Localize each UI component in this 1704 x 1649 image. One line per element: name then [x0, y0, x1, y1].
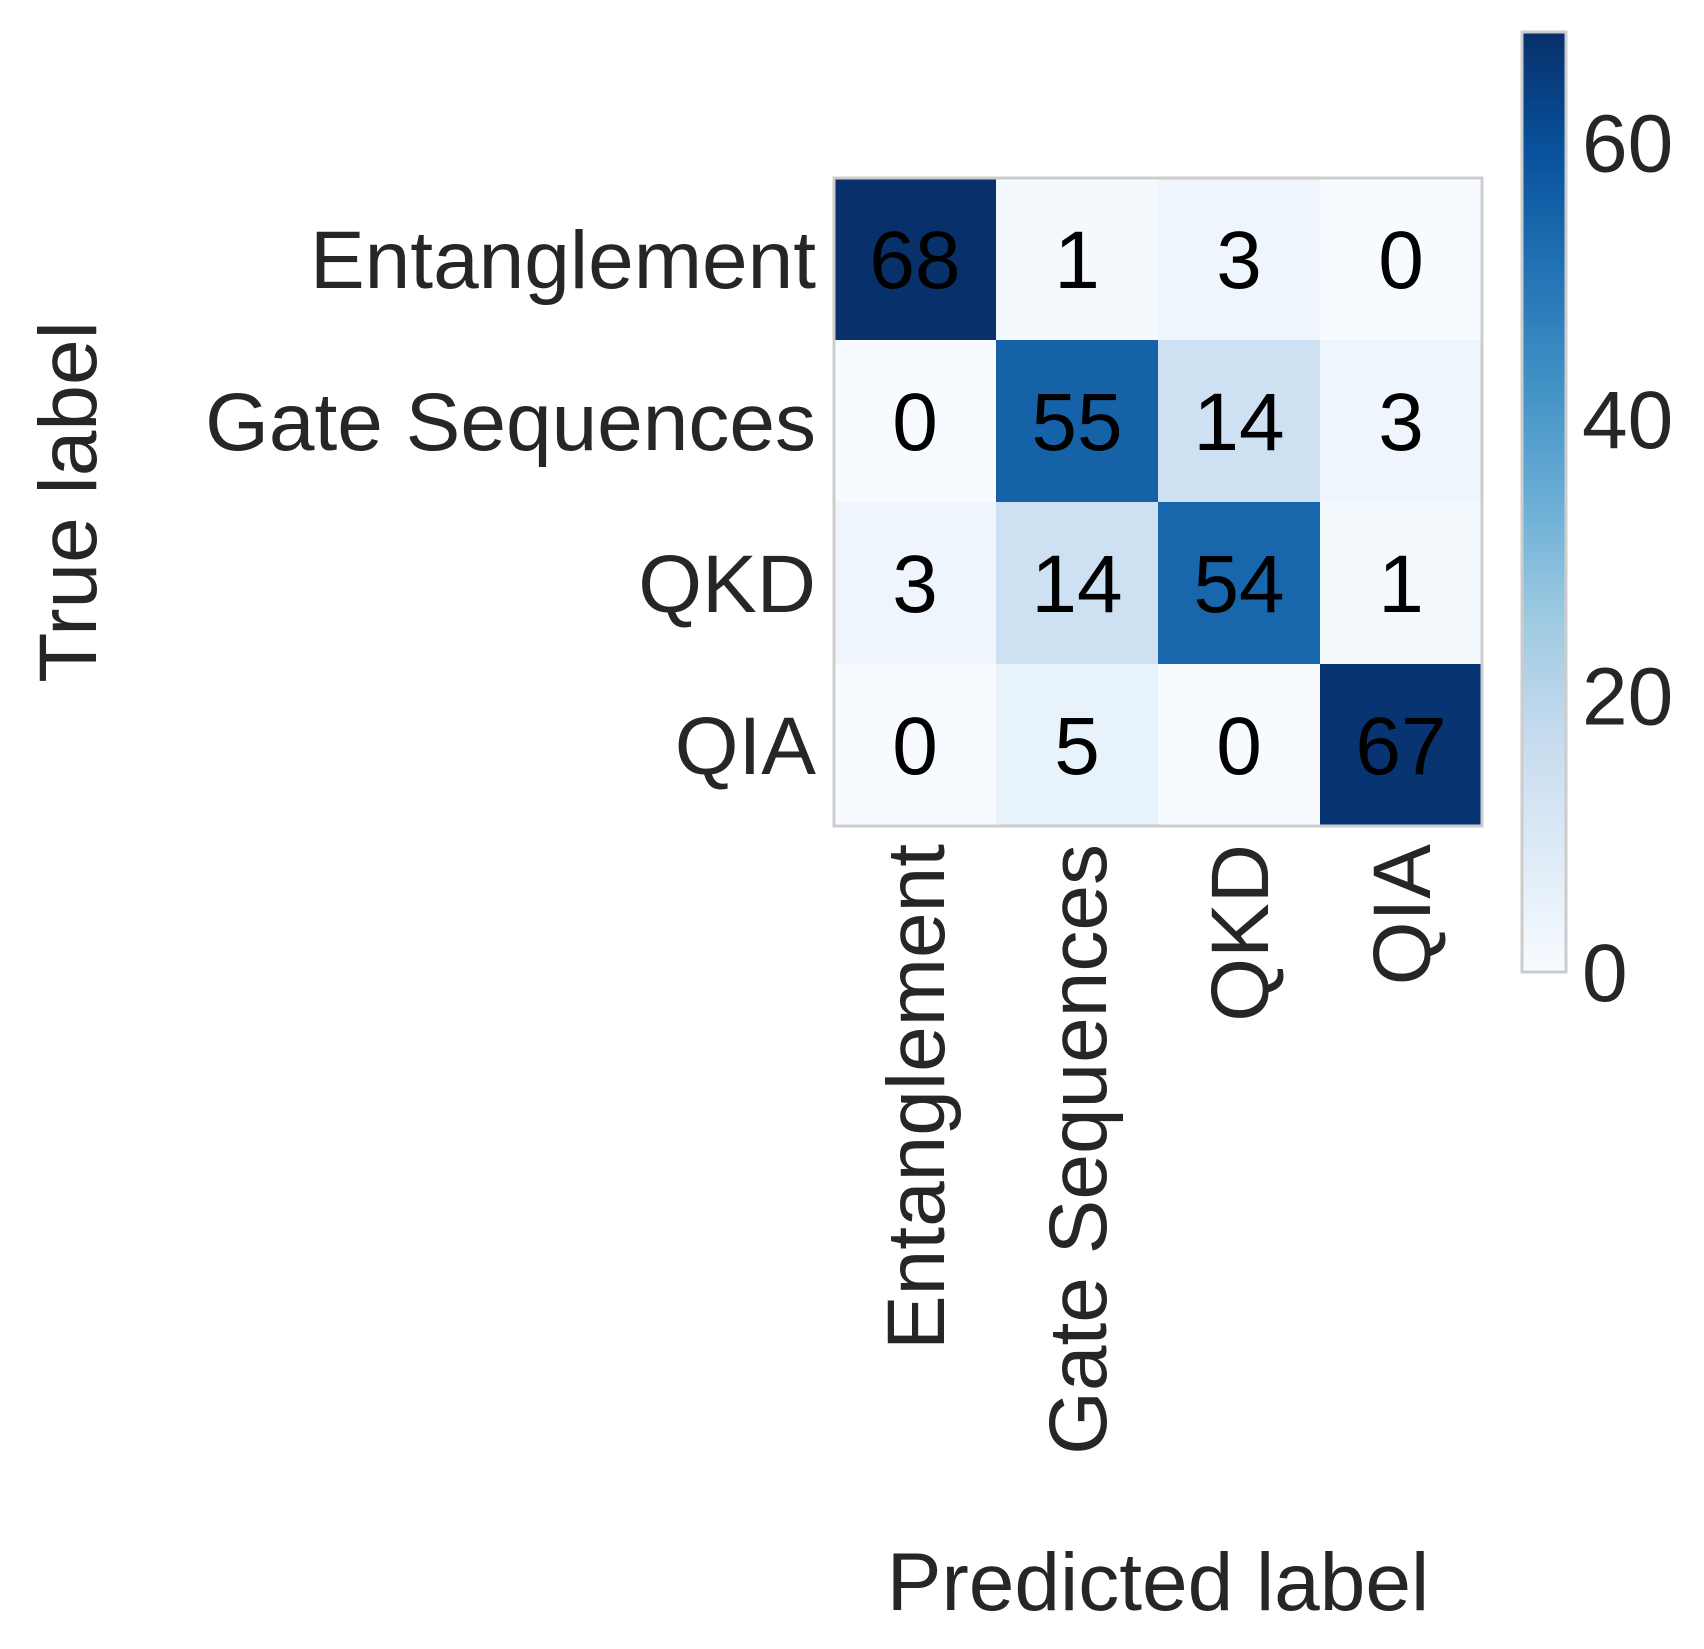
heatmap-cell [1320, 502, 1483, 665]
colorbar-tick-label: 40 [1582, 375, 1673, 466]
x-tick-label: Entanglement [871, 844, 962, 1350]
cell-value-label: 5 [1054, 701, 1100, 792]
cell-value-label: 1 [1378, 539, 1424, 630]
heatmap-cell [996, 340, 1159, 503]
heatmap-cell [1158, 502, 1321, 665]
heatmap-cell [996, 664, 1159, 827]
heatmap-cell [1158, 340, 1321, 503]
cell-value-label: 3 [1378, 377, 1424, 468]
colorbar-tick-label: 20 [1582, 652, 1673, 743]
cell-value-label: 14 [1031, 539, 1122, 630]
x-tick-label: QIA [1357, 844, 1448, 986]
y-tick-labels: Entanglement Gate Sequences QKD QIA [205, 215, 816, 792]
heatmap-cell [996, 502, 1159, 665]
heatmap-cell [834, 340, 997, 503]
x-tick-label: Gate Sequences [1033, 844, 1124, 1455]
colorbar-gradient [1520, 30, 1568, 974]
heatmap-cell [1320, 664, 1483, 827]
heatmap-cells [834, 178, 1483, 827]
heatmap-cell [1320, 178, 1483, 341]
heatmap-cell [1158, 178, 1321, 341]
x-tick-label: QKD [1195, 844, 1286, 1022]
y-tick-label: Gate Sequences [205, 377, 816, 468]
cell-value-label: 0 [892, 377, 938, 468]
colorbar: 0 20 40 60 [1520, 30, 1673, 1019]
cell-value-label: 67 [1355, 701, 1446, 792]
heatmap-cell [1320, 340, 1483, 503]
heatmap-cell [834, 178, 997, 341]
colorbar-tick-label: 0 [1582, 928, 1628, 1019]
cell-value-label: 0 [1378, 215, 1424, 306]
cell-value-label: 0 [1216, 701, 1262, 792]
cell-value-label: 0 [892, 701, 938, 792]
cell-value-label: 3 [892, 539, 938, 630]
heatmap-cell [834, 502, 997, 665]
cell-value-label: 68 [869, 215, 960, 306]
heatmap-cell [996, 178, 1159, 341]
cell-value-label: 14 [1193, 377, 1284, 468]
x-tick-labels: Entanglement Gate Sequences QKD QIA [871, 844, 1448, 1455]
cell-value-label: 54 [1193, 539, 1284, 630]
heatmap-cell-labels: 68 1 3 00 55 14 33 14 54 10 5 0 67 [869, 215, 1446, 792]
y-tick-label: QKD [638, 539, 816, 630]
y-axis-label: True label [23, 321, 114, 683]
cell-value-label: 1 [1054, 215, 1100, 306]
cell-value-label: 55 [1031, 377, 1122, 468]
x-axis-label: Predicted label [887, 1537, 1429, 1628]
y-tick-label: QIA [675, 701, 817, 792]
y-tick-label: Entanglement [310, 215, 816, 306]
heatmap-cell [834, 664, 997, 827]
cell-value-label: 3 [1216, 215, 1262, 306]
heatmap-cell [1158, 664, 1321, 827]
colorbar-tick-label: 60 [1582, 99, 1673, 190]
heatmap-frame [832, 176, 1484, 828]
colorbar-tick-labels: 0 20 40 60 [1582, 99, 1673, 1019]
